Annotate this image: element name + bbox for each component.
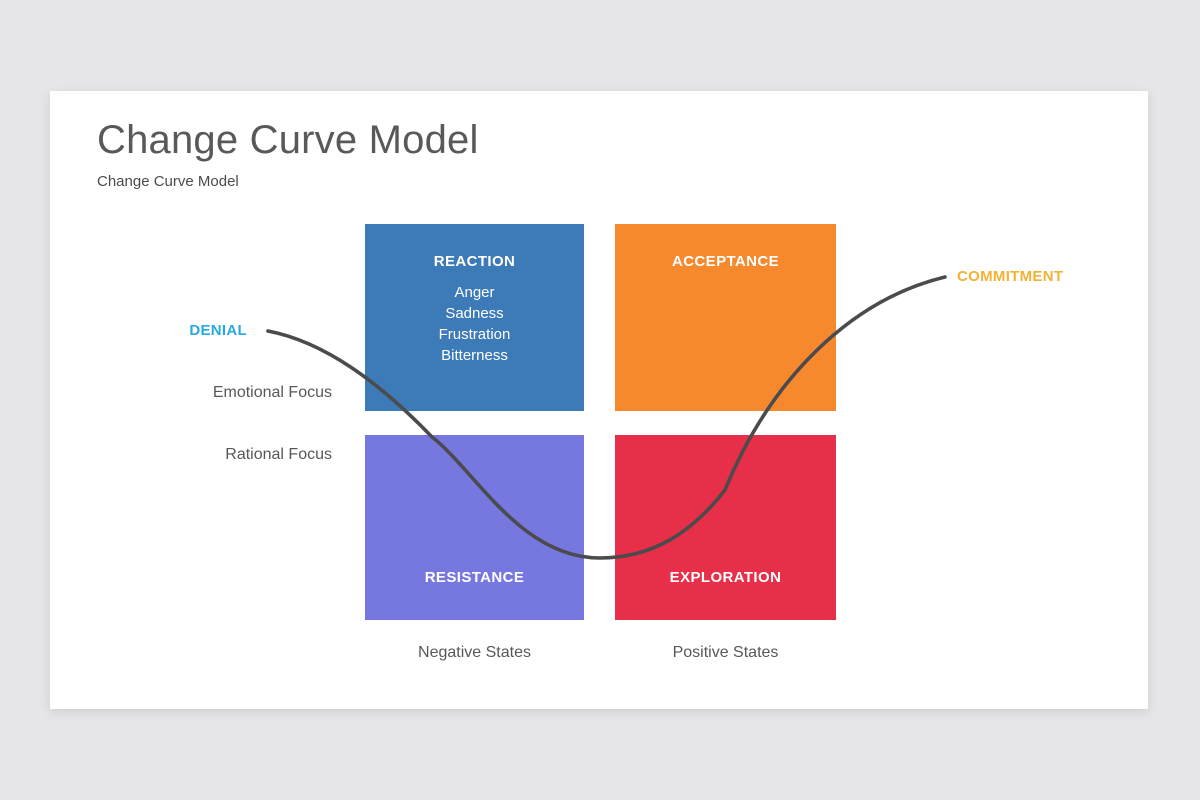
quadrant-resistance-title: RESISTANCE [424, 569, 525, 586]
quadrant-acceptance: ACCEPTANCE [615, 224, 836, 411]
label-commitment: COMMITMENT [957, 268, 1064, 285]
reaction-item: Frustration [438, 326, 511, 343]
quadrant-exploration: EXPLORATION [615, 435, 836, 620]
quadrant-exploration-title: EXPLORATION [669, 569, 782, 586]
quadrant-acceptance-title: ACCEPTANCE [671, 253, 780, 270]
quadrant-resistance: RESISTANCE [365, 435, 584, 620]
quadrant-reaction-title: REACTION [433, 253, 516, 270]
quadrant-reaction-items: Anger Sadness Frustration Bitterness [365, 282, 584, 366]
label-denial: DENIAL [189, 322, 247, 339]
label-emotional-focus: Emotional Focus [212, 384, 332, 401]
label-positive-states: Positive States [672, 644, 779, 661]
reaction-item: Bitterness [441, 347, 508, 364]
reaction-item: Anger [454, 284, 495, 301]
reaction-item: Sadness [445, 305, 504, 322]
label-negative-states: Negative States [418, 644, 531, 661]
page-subtitle: Change Curve Model [97, 173, 239, 190]
label-rational-focus: Rational Focus [225, 446, 332, 463]
page-title: Change Curve Model [97, 118, 479, 162]
quadrant-reaction: REACTION Anger Sadness Frustration Bitte… [365, 224, 584, 411]
